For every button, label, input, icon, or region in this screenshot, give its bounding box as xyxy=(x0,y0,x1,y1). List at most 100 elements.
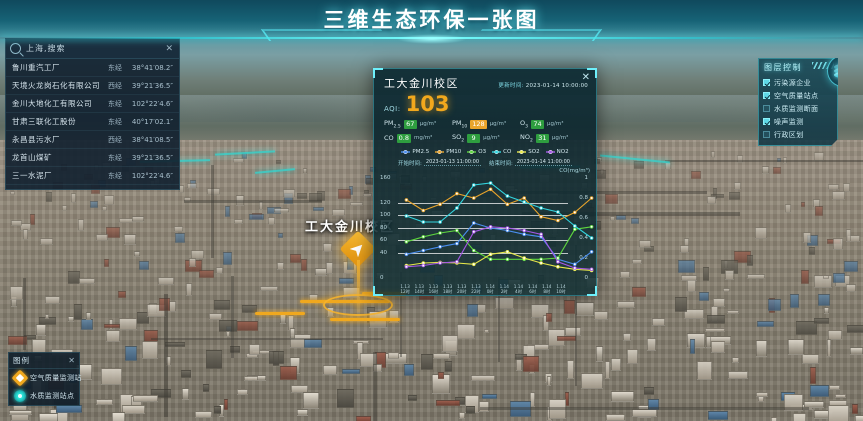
highlight-route xyxy=(330,318,400,321)
search-result-item[interactable]: 龙首山煤矿 东经 39°21′36.5″ xyxy=(6,149,179,167)
layer-items-list[interactable]: 污染源企业 空气质量站点 水质监测断面 噪声监测 行政区划 xyxy=(759,75,837,145)
chart-legend-entry[interactable]: PM2.5 xyxy=(401,149,429,155)
building xyxy=(233,157,245,163)
chart-data-point xyxy=(472,262,476,266)
chart-legend-entry[interactable]: SO2 xyxy=(517,149,540,155)
chart-data-point xyxy=(539,214,543,219)
building xyxy=(564,299,576,315)
search-input[interactable]: 上海,搜索 xyxy=(26,44,66,53)
end-time-group[interactable]: 结束时间: 2023-01-14 11:00:00 xyxy=(489,159,572,167)
layer-item[interactable]: 空气质量站点 xyxy=(763,89,833,102)
building xyxy=(331,209,346,217)
building xyxy=(478,400,490,412)
layer-control-panel[interactable]: 图层控制 污染源企业 空气质量站点 水质监测断面 噪声监测 行政区划 xyxy=(758,58,838,146)
chart-data-point xyxy=(556,255,560,260)
pollutant-value: 9 xyxy=(467,133,481,143)
start-time-input[interactable]: 2023-01-13 11:00:00 xyxy=(423,159,481,167)
building xyxy=(121,405,146,415)
legend-item-label: 水质监测站点 xyxy=(30,392,75,400)
building xyxy=(697,361,713,380)
building xyxy=(205,349,223,369)
building xyxy=(290,328,295,340)
map-legend-title: 图例 xyxy=(13,356,30,365)
chart-legend-entry[interactable]: O3 xyxy=(467,149,486,155)
building xyxy=(441,334,458,352)
building xyxy=(77,219,84,231)
layer-item[interactable]: 水质监测断面 xyxy=(763,102,833,115)
building xyxy=(117,291,127,298)
map-marker[interactable] xyxy=(323,230,393,316)
building xyxy=(106,329,120,342)
chart-data-point xyxy=(539,260,543,265)
pollutant-trend-chart[interactable]: CO(mg/m³) 160 120 100 80 60 40 0 1 0.8 0.6 0.4 0.2… xyxy=(378,168,594,294)
building xyxy=(158,277,174,285)
close-icon[interactable]: ✕ xyxy=(68,356,75,365)
layer-item[interactable]: 行政区划 xyxy=(763,128,833,141)
start-time-group[interactable]: 开始时间: 2023-01-13 11:00:00 xyxy=(398,159,481,167)
corner-tr xyxy=(587,68,597,78)
building xyxy=(484,329,490,334)
pollutant-value: 31 xyxy=(535,133,549,143)
layer-item[interactable]: 污染源企业 xyxy=(763,76,833,89)
pollutant-value: 128 xyxy=(470,119,487,129)
date-range-row[interactable]: 开始时间: 2023-01-13 11:00:00 结束时间: 2023-01-… xyxy=(374,158,596,169)
building xyxy=(175,232,186,244)
building xyxy=(633,160,645,170)
building xyxy=(762,165,769,174)
building xyxy=(436,399,461,406)
building xyxy=(796,320,818,336)
layer-checkbox[interactable] xyxy=(763,118,770,125)
building xyxy=(274,208,289,214)
layer-checkbox[interactable] xyxy=(763,92,770,99)
building xyxy=(772,167,782,174)
building xyxy=(706,336,711,348)
building xyxy=(581,372,603,389)
search-result-item[interactable]: 鲁川重汽工厂 东经 38°41′08.2″ xyxy=(6,59,179,77)
chart-data-point xyxy=(455,205,459,210)
search-result-item[interactable]: 天境火龙岗石化有限公司 西经 39°21′36.5″ xyxy=(6,77,179,95)
layer-checkbox[interactable] xyxy=(763,105,770,112)
building xyxy=(184,196,192,203)
building xyxy=(606,413,625,421)
building xyxy=(142,340,159,359)
y2-tick-label: 1 xyxy=(584,174,589,181)
building xyxy=(243,376,258,381)
building xyxy=(260,286,278,291)
building xyxy=(373,364,382,373)
clear-search-icon[interactable]: ✕ xyxy=(165,43,173,54)
search-result-item[interactable]: 镍都热电厂北纬38°17′02.1″ xyxy=(6,185,179,189)
search-result-item[interactable]: 永昌县污水厂 西经 38°41′08.5″ xyxy=(6,131,179,149)
chart-data-point xyxy=(472,220,476,225)
building xyxy=(755,226,767,239)
chart-legend[interactable]: PM2.5 PM10 O3 CO SO2 NO2 xyxy=(374,144,596,158)
layer-item[interactable]: 噪声监测 xyxy=(763,115,833,128)
chart-legend-entry[interactable]: PM10 xyxy=(435,149,461,155)
end-time-input[interactable]: 2023-01-14 11:00:00 xyxy=(514,159,572,167)
layer-checkbox[interactable] xyxy=(763,131,770,138)
building xyxy=(782,156,788,165)
building xyxy=(471,374,496,382)
building xyxy=(119,217,134,223)
map-legend-panel[interactable]: 图例 ✕ 空气质量监测站 水质监测站点 xyxy=(8,352,81,406)
building xyxy=(711,150,716,158)
pollutant-name: O3 xyxy=(520,119,528,130)
chart-data-point xyxy=(455,228,459,232)
chart-legend-entry[interactable]: NO2 xyxy=(545,149,569,155)
building xyxy=(564,327,581,337)
search-results-list[interactable]: 鲁川重汽工厂 东经 38°41′08.2″ 天境火龙岗石化有限公司 西经 39°21′36… xyxy=(6,59,179,189)
search-result-item[interactable]: 金川大地化工有限公司 东经 102°22′4.6″ xyxy=(6,95,179,113)
search-panel[interactable]: 上海,搜索 ✕ 鲁川重汽工厂 东经 38°41′08.2″ 天境火龙岗石化有限公司 西经… xyxy=(5,38,180,190)
layer-checkbox[interactable] xyxy=(763,79,770,86)
close-icon[interactable]: ✕ xyxy=(581,72,590,83)
result-direction: 东经 xyxy=(108,171,122,180)
station-info-popup[interactable]: 工大金川校区 更新时间: 2023-01-14 10:00:00 ✕ AQI: … xyxy=(373,68,597,296)
search-result-item[interactable]: 三一水泥厂 东经 102°22′4.6″ xyxy=(6,167,179,185)
search-result-item[interactable]: 甘肃三联化工股份 东经 40°17′02.1″ xyxy=(6,113,179,131)
chart-data-point xyxy=(438,202,442,206)
legend-series-label: CO xyxy=(503,148,512,155)
x-tick-label: 1.14 2时 xyxy=(499,283,509,295)
building xyxy=(296,409,308,416)
chart-legend-entry[interactable]: CO xyxy=(492,149,511,155)
building xyxy=(638,240,651,249)
chart-data-point xyxy=(589,195,594,200)
